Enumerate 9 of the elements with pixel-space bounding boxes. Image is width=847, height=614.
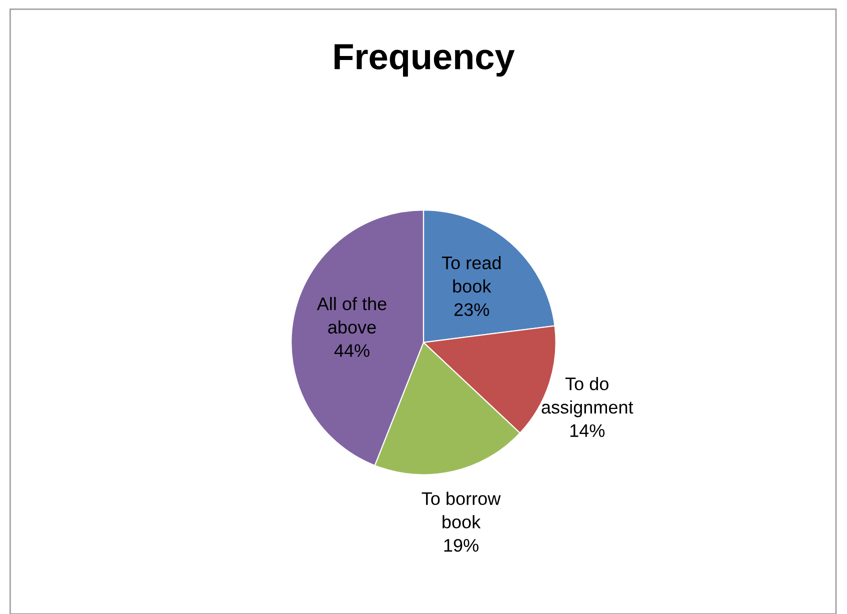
data-label: 19% [444, 538, 478, 552]
slice-label: To read book [442, 256, 501, 293]
chart-title: Frequency [334, 44, 515, 77]
slice-label: To borrow book [422, 492, 501, 528]
data-label: 14% [570, 424, 605, 437]
slice-label: To do assignment [542, 377, 634, 418]
slice-label: All of the above [316, 296, 386, 334]
data-label: 44% [334, 344, 370, 357]
data-label: 23% [454, 303, 490, 316]
